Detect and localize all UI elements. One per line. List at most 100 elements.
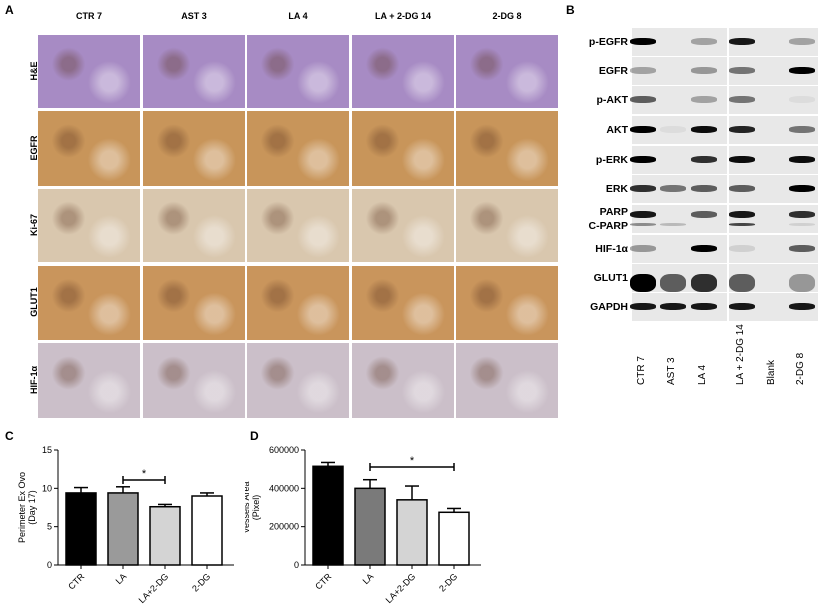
blot-label: HIF-1α — [595, 243, 628, 255]
blot-strip — [630, 116, 818, 144]
protein-band — [789, 185, 815, 192]
y-tick-label: 200000 — [269, 522, 299, 532]
histology-image — [143, 111, 245, 186]
histology-image — [456, 111, 558, 186]
y-tick-label: 0 — [47, 560, 52, 570]
blot-label: C-PARP — [588, 220, 628, 232]
y-axis-label: (Day 17) — [27, 490, 37, 525]
blot-label: AKT — [606, 124, 628, 136]
panel-c-label: C — [5, 429, 14, 443]
blot-divider — [727, 235, 729, 263]
histology-image — [143, 343, 245, 418]
protein-band — [660, 126, 686, 133]
bar — [396, 499, 428, 566]
chart-d: 0 200000 400000 600000 CTR LA LA+2-DG 2-DG * Vess… — [245, 445, 481, 605]
histology-image — [38, 266, 140, 340]
blot-label: EGFR — [598, 65, 628, 77]
blot-strip — [630, 235, 818, 263]
x-tick-label: LA+2-DG — [384, 571, 418, 605]
protein-band — [660, 223, 686, 226]
y-tick-label: 0 — [294, 560, 299, 570]
protein-band — [729, 96, 755, 103]
histology-image — [247, 35, 349, 108]
blot-label: ERK — [605, 183, 628, 195]
significance-marker: * — [142, 468, 147, 480]
lane-label: LA 4 — [697, 364, 708, 385]
protein-band — [789, 245, 815, 252]
x-tick-label: 2-DG — [190, 571, 212, 593]
protein-band — [630, 67, 656, 74]
histology-image — [456, 266, 558, 340]
panel-b-label: B — [566, 3, 575, 17]
histology-image — [456, 35, 558, 108]
histology-image — [38, 343, 140, 418]
protein-band — [729, 211, 755, 218]
blot-strip — [630, 57, 818, 85]
blot-divider — [727, 175, 729, 203]
protein-band — [789, 303, 815, 310]
protein-band — [691, 185, 717, 192]
histology-image — [456, 343, 558, 418]
protein-band — [691, 126, 717, 133]
blot-strip — [630, 293, 818, 321]
protein-band — [729, 38, 755, 45]
histology-image — [38, 35, 140, 108]
histology-image — [352, 343, 454, 418]
x-tick-label: LA — [361, 571, 376, 586]
protein-band — [630, 245, 656, 252]
blot-divider — [727, 293, 729, 321]
blot-strip — [630, 264, 818, 292]
histology-image — [143, 189, 245, 262]
histology-image — [352, 266, 454, 340]
protein-band — [691, 156, 717, 163]
bar — [438, 511, 470, 566]
protein-band — [789, 67, 815, 74]
histology-image — [352, 189, 454, 262]
histology-image — [38, 111, 140, 186]
blot-strip — [630, 146, 818, 174]
bar — [354, 487, 386, 566]
x-tick-label: CTR — [313, 571, 334, 592]
protein-band — [789, 96, 815, 103]
protein-band — [729, 67, 755, 74]
lane-label: Blank — [766, 359, 777, 385]
x-tick-label: LA+2-DG — [137, 571, 171, 605]
histology-image — [143, 266, 245, 340]
column-header: LA 4 — [288, 11, 308, 21]
y-axis-label: Perimeter Ex Ovo — [17, 472, 27, 543]
column-header: LA + 2-DG 14 — [375, 11, 431, 21]
x-tick-label: LA — [114, 571, 129, 586]
protein-band — [630, 211, 656, 218]
lane-label: AST 3 — [666, 357, 677, 385]
blot-strip — [630, 28, 818, 56]
protein-band — [691, 211, 717, 218]
protein-band — [729, 303, 755, 310]
blot-label: p-ERK — [595, 154, 628, 166]
y-tick-label: 15 — [42, 445, 52, 455]
protein-band — [729, 245, 755, 252]
protein-band — [691, 96, 717, 103]
y-tick-label: 5 — [47, 522, 52, 532]
protein-band — [660, 274, 686, 292]
protein-band — [789, 211, 815, 218]
protein-band — [789, 126, 815, 133]
bar — [312, 465, 344, 566]
panel-a-label: A — [5, 3, 14, 17]
blot-divider — [727, 28, 729, 56]
histology-image — [247, 111, 349, 186]
histology-image — [352, 35, 454, 108]
blot-strip — [630, 175, 818, 203]
histology-image — [352, 111, 454, 186]
histology-image — [456, 189, 558, 262]
histology-image — [247, 266, 349, 340]
blot-divider — [727, 86, 729, 114]
protein-band — [789, 156, 815, 163]
chart-c: 0 5 10 15 CTR LA LA+2-DG 2-DG * Perimeter Ex Ovo(… — [17, 445, 234, 605]
protein-band — [660, 303, 686, 310]
protein-band — [630, 274, 656, 292]
column-header: AST 3 — [181, 11, 207, 21]
lane-label: 2-DG 8 — [795, 352, 806, 385]
lane-label: CTR 7 — [636, 356, 647, 385]
histology-image — [143, 35, 245, 108]
